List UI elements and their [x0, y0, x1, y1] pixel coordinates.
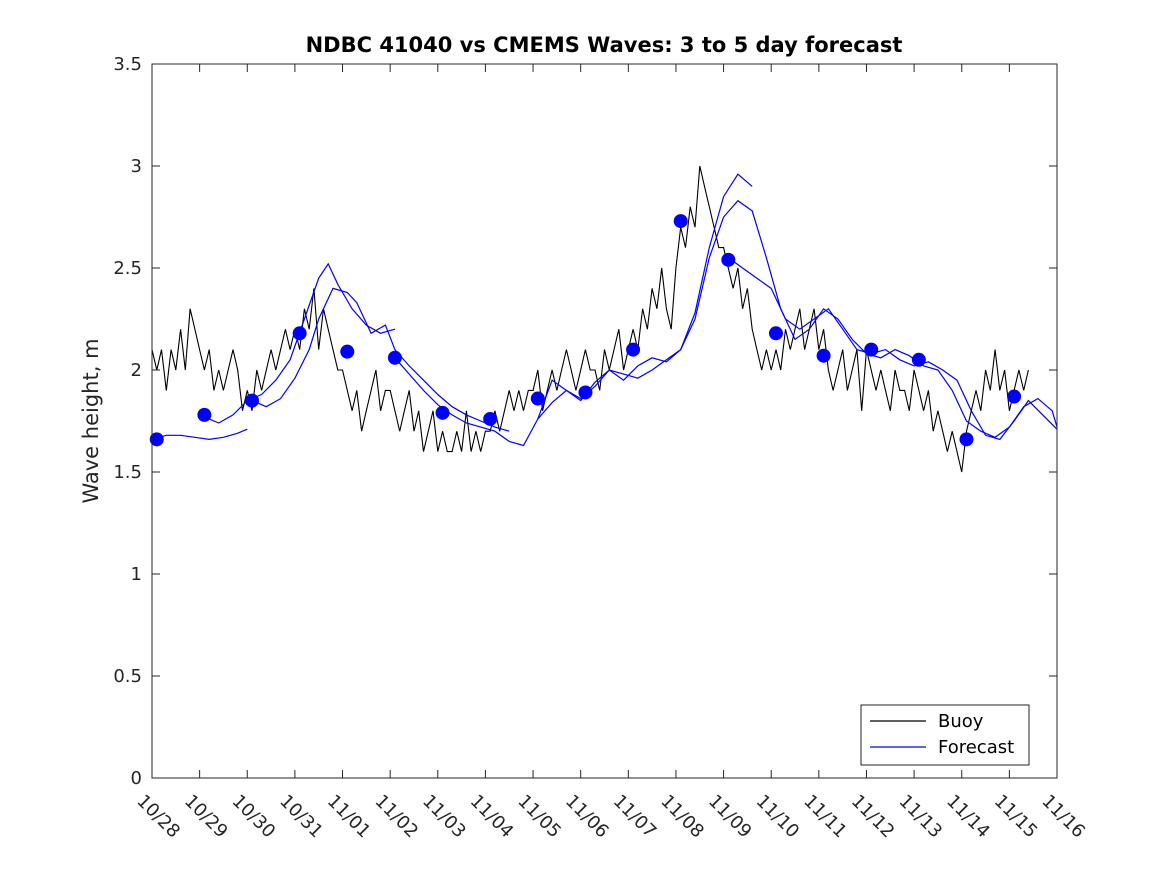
buoy-line: [151, 165, 1029, 473]
forecast-marker: [959, 432, 974, 447]
forecast-marker: [292, 326, 307, 341]
forecast-line: [394, 173, 753, 447]
forecast-line: [251, 287, 510, 432]
legend-label-forecast: Forecast: [938, 737, 1014, 758]
y-tick-label: 1: [131, 564, 142, 585]
y-tick-label: 2.5: [113, 258, 142, 279]
legend: Buoy Forecast: [860, 704, 1030, 766]
y-tick-label: 0.5: [113, 666, 142, 687]
chart-title: NDBC 41040 vs CMEMS Waves: 3 to 5 day fo…: [306, 33, 903, 57]
forecast-marker: [149, 432, 164, 447]
forecast-marker: [245, 393, 260, 408]
forecast-line: [537, 199, 1058, 438]
y-tick-label: 2: [131, 360, 142, 381]
forecast-marker: [626, 342, 641, 357]
forecast-line: [204, 262, 396, 424]
forecast-marker: [340, 344, 355, 359]
series-layer: [149, 165, 1058, 473]
y-tick-label: 0: [131, 768, 142, 789]
forecast-line: [727, 257, 1058, 441]
forecast-marker: [673, 214, 688, 229]
forecast-marker: [864, 342, 879, 357]
forecast-marker: [197, 407, 212, 422]
legend-label-buoy: Buoy: [938, 711, 984, 732]
forecast-marker: [768, 326, 783, 341]
plot-area: [152, 64, 1057, 778]
y-axis-label: Wave height, m: [79, 338, 103, 503]
forecast-marker: [387, 350, 402, 365]
forecast-marker: [483, 411, 498, 426]
forecast-marker: [816, 348, 831, 363]
plot-frame: [151, 63, 1058, 779]
legend-box: [860, 704, 1030, 766]
y-tick-label: 3.5: [113, 54, 142, 75]
forecast-marker: [578, 385, 593, 400]
y-tick-label: 3: [131, 156, 142, 177]
forecast-marker: [435, 405, 450, 420]
y-tick-label: 1.5: [113, 462, 142, 483]
forecast-line: [151, 428, 248, 441]
forecast-marker: [911, 352, 926, 367]
forecast-marker: [530, 391, 545, 406]
forecast-marker: [721, 252, 736, 267]
forecast-marker: [1007, 389, 1022, 404]
y-axis: 0 0.5 1 1.5 2 2.5 3 3.5: [113, 54, 1057, 789]
